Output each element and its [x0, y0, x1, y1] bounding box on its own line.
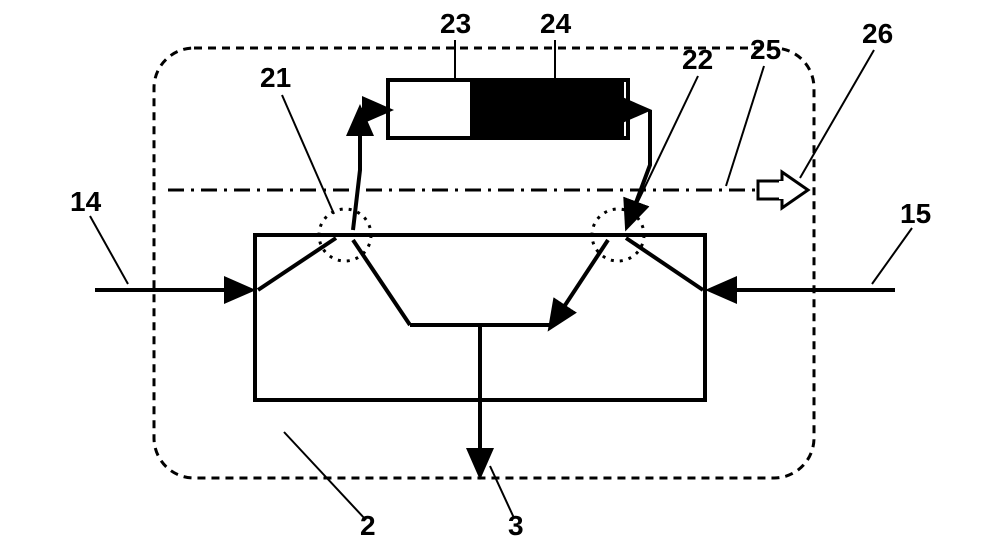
label-21: 21	[260, 62, 291, 94]
inner-left-slope	[258, 238, 336, 290]
inner-v-right	[552, 240, 608, 325]
label-14: 14	[70, 186, 101, 218]
label-25: 25	[750, 34, 781, 66]
component-cylinder	[388, 80, 628, 138]
inner-right-slope	[626, 238, 703, 290]
up-right-arrow	[628, 110, 650, 224]
inner-v-left	[353, 240, 410, 325]
label-23: 23	[440, 8, 471, 40]
label-22: 22	[682, 44, 713, 76]
label-2: 2	[360, 510, 376, 542]
label-15: 15	[900, 198, 931, 230]
label-24: 24	[540, 8, 571, 40]
label-26: 26	[862, 18, 893, 50]
label-3: 3	[508, 510, 524, 542]
diagram-svg	[0, 0, 1000, 559]
diagram-canvas: 14 15 21 22 23 24 25 26 2 3	[0, 0, 1000, 559]
